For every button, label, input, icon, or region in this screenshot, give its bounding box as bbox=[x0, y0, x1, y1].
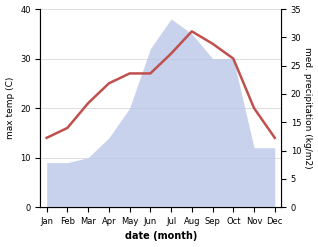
Y-axis label: med. precipitation (kg/m2): med. precipitation (kg/m2) bbox=[303, 47, 313, 169]
Y-axis label: max temp (C): max temp (C) bbox=[5, 77, 15, 139]
X-axis label: date (month): date (month) bbox=[125, 231, 197, 242]
